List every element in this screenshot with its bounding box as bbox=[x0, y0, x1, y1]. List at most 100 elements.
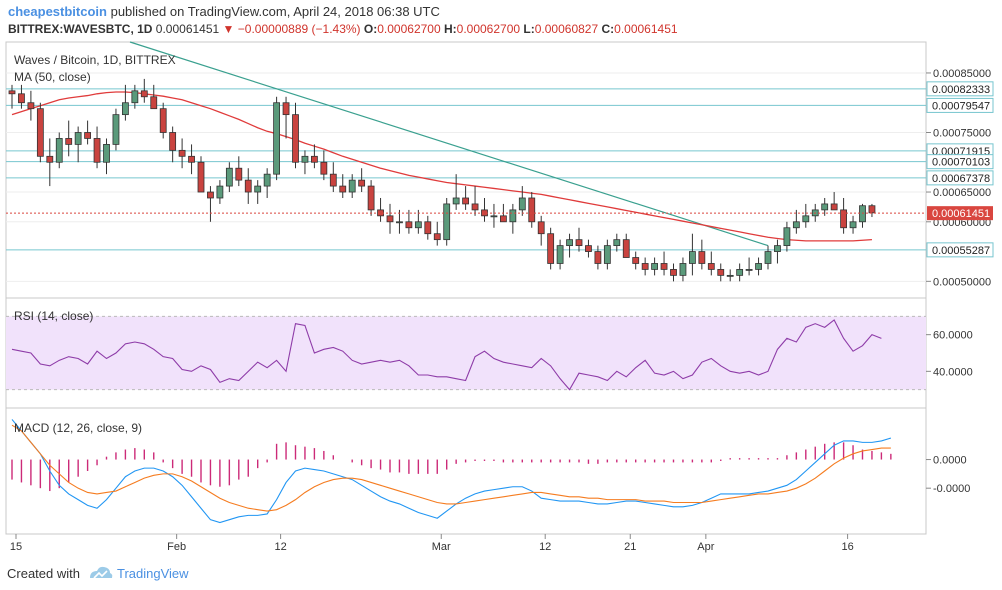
candle[interactable] bbox=[717, 263, 725, 282]
candle[interactable] bbox=[622, 233, 630, 258]
candle[interactable] bbox=[575, 227, 583, 252]
candle[interactable] bbox=[310, 144, 318, 169]
candle[interactable] bbox=[301, 150, 309, 175]
candle-body bbox=[36, 108, 44, 157]
candle[interactable] bbox=[8, 84, 16, 109]
candle[interactable] bbox=[197, 156, 205, 193]
candle[interactable] bbox=[452, 174, 460, 210]
level-tag bbox=[926, 81, 994, 97]
rsi-pane[interactable]: RSI (14, close) bbox=[5, 297, 927, 409]
candle[interactable] bbox=[18, 84, 25, 109]
candle[interactable] bbox=[367, 180, 375, 216]
price-pane[interactable]: Waves / Bitcoin, 1D, BITTREX MA (50, clo… bbox=[5, 41, 927, 299]
close-label: C: bbox=[601, 22, 615, 36]
candle[interactable] bbox=[36, 102, 44, 163]
candle[interactable] bbox=[849, 215, 857, 234]
candle[interactable] bbox=[216, 180, 224, 204]
candle[interactable] bbox=[745, 257, 753, 276]
candle[interactable] bbox=[707, 251, 715, 276]
candle[interactable] bbox=[263, 168, 271, 198]
candle[interactable] bbox=[74, 126, 82, 163]
candle[interactable] bbox=[802, 203, 810, 228]
candle[interactable] bbox=[679, 257, 687, 282]
candle[interactable] bbox=[632, 251, 640, 270]
candle[interactable] bbox=[244, 168, 252, 204]
candle[interactable] bbox=[348, 174, 356, 198]
candle[interactable] bbox=[774, 239, 781, 264]
candle[interactable] bbox=[414, 209, 422, 234]
candle[interactable] bbox=[726, 269, 734, 282]
candle[interactable] bbox=[792, 209, 800, 234]
candle[interactable] bbox=[46, 138, 54, 187]
candle[interactable] bbox=[509, 203, 517, 234]
candle[interactable] bbox=[159, 102, 167, 139]
candle[interactable] bbox=[169, 126, 177, 163]
candle[interactable] bbox=[396, 209, 403, 234]
candle[interactable] bbox=[755, 257, 762, 276]
candle[interactable] bbox=[660, 251, 668, 276]
candle[interactable] bbox=[518, 186, 526, 216]
candle[interactable] bbox=[424, 215, 432, 240]
candle[interactable] bbox=[859, 203, 866, 228]
candle[interactable] bbox=[556, 239, 564, 270]
candle[interactable] bbox=[462, 186, 470, 210]
candle[interactable] bbox=[764, 245, 772, 270]
candle[interactable] bbox=[566, 233, 573, 258]
candle[interactable] bbox=[320, 150, 328, 181]
candle[interactable] bbox=[698, 239, 706, 270]
candle[interactable] bbox=[840, 197, 847, 234]
candle[interactable] bbox=[736, 263, 744, 282]
candle[interactable] bbox=[178, 138, 186, 169]
candle[interactable] bbox=[537, 215, 545, 246]
candle[interactable] bbox=[490, 203, 498, 228]
tradingview-logo-icon[interactable] bbox=[88, 564, 114, 582]
candle[interactable] bbox=[225, 162, 233, 193]
candle[interactable] bbox=[84, 120, 91, 145]
candle[interactable] bbox=[547, 227, 555, 270]
candle[interactable] bbox=[641, 257, 649, 276]
candle[interactable] bbox=[329, 162, 337, 193]
candle[interactable] bbox=[603, 239, 611, 270]
candle[interactable] bbox=[235, 156, 243, 187]
candle[interactable] bbox=[821, 197, 829, 216]
candle[interactable] bbox=[689, 233, 696, 276]
candle[interactable] bbox=[386, 203, 394, 234]
candle[interactable] bbox=[651, 257, 658, 276]
candle[interactable] bbox=[594, 245, 602, 270]
candle[interactable] bbox=[783, 221, 791, 252]
trendline[interactable] bbox=[129, 41, 769, 247]
candle[interactable] bbox=[207, 186, 214, 222]
candle-body bbox=[613, 239, 621, 247]
chart-canvas[interactable]: Waves / Bitcoin, 1D, BITTREX MA (50, clo… bbox=[0, 40, 1002, 558]
candle[interactable] bbox=[103, 138, 110, 175]
candle[interactable] bbox=[65, 120, 73, 157]
candle[interactable] bbox=[188, 144, 195, 175]
candle[interactable] bbox=[358, 168, 366, 193]
candle[interactable] bbox=[131, 84, 139, 109]
candle[interactable] bbox=[405, 209, 413, 234]
candle[interactable] bbox=[27, 90, 35, 121]
candle[interactable] bbox=[433, 221, 441, 246]
candle[interactable] bbox=[273, 96, 281, 181]
candle[interactable] bbox=[443, 197, 451, 246]
candle[interactable] bbox=[339, 174, 347, 198]
candle[interactable] bbox=[55, 132, 63, 169]
candle[interactable] bbox=[830, 192, 838, 211]
candle[interactable] bbox=[140, 78, 148, 103]
candle[interactable] bbox=[254, 180, 262, 204]
author-link[interactable]: cheapestbitcoin bbox=[8, 4, 107, 19]
candle[interactable] bbox=[528, 192, 536, 228]
candle[interactable] bbox=[613, 233, 621, 252]
tradingview-brand-link[interactable]: TradingView bbox=[117, 566, 189, 581]
macd-pane[interactable]: MACD (12, 26, close, 9) bbox=[5, 407, 927, 535]
candle[interactable] bbox=[670, 263, 677, 282]
candle[interactable] bbox=[292, 102, 299, 169]
candle-body bbox=[689, 251, 696, 264]
candle[interactable] bbox=[150, 84, 158, 110]
candle[interactable] bbox=[282, 96, 290, 139]
candle[interactable] bbox=[93, 126, 101, 169]
candle[interactable] bbox=[471, 186, 479, 216]
candle[interactable] bbox=[112, 108, 120, 151]
candle[interactable] bbox=[122, 84, 129, 121]
candle[interactable] bbox=[585, 239, 592, 258]
